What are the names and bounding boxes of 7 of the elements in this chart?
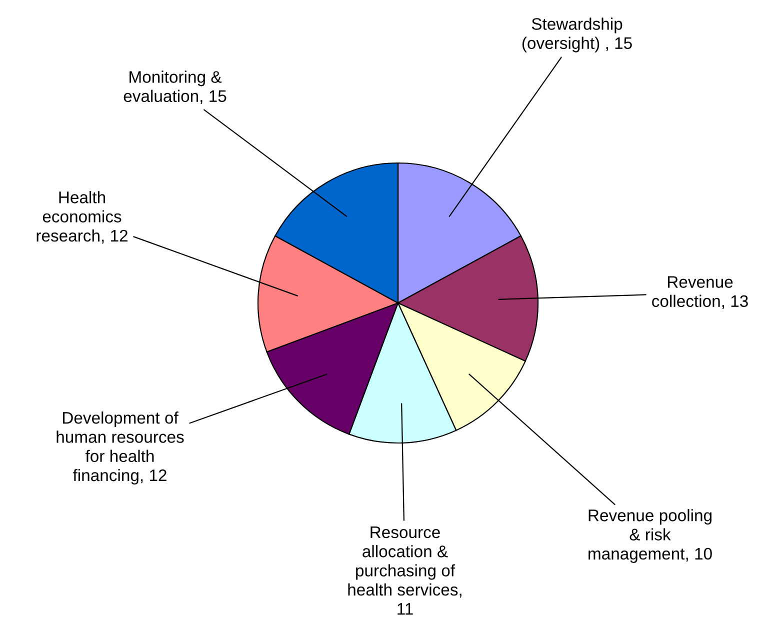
slice-label: Monitoring & evaluation, 15 xyxy=(124,70,226,104)
slice-label: Development of human resources for health financing, 12 xyxy=(56,411,184,485)
slice-label: Stewardship (oversight) , 15 xyxy=(522,18,632,52)
slice-label: Resource allocation & purchasing of health services, 11 xyxy=(348,526,462,615)
slice-label: Revenue pooling & risk management, 10 xyxy=(588,509,712,563)
slice-label: Revenue collection, 13 xyxy=(652,276,748,310)
slice-label: Health economics research, 12 xyxy=(36,191,128,244)
